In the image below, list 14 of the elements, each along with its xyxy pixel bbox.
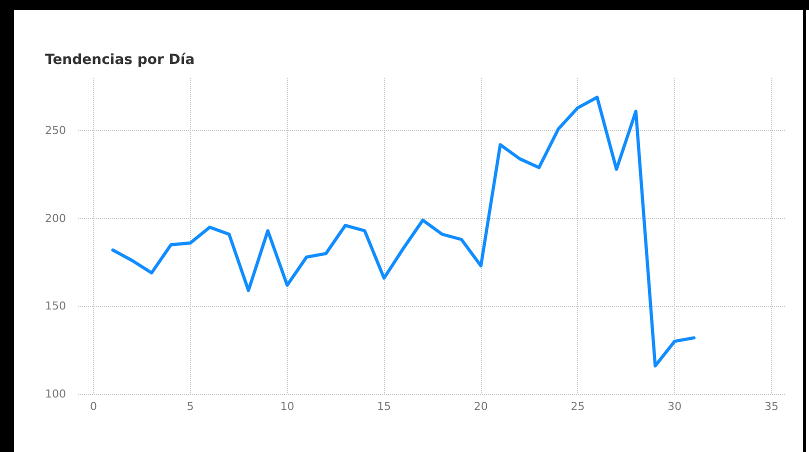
y-tick-label: 200	[45, 212, 66, 225]
line-series	[111, 96, 696, 368]
x-tick-label: 20	[474, 400, 488, 413]
x-tick-label: 10	[280, 400, 294, 413]
y-tick-label: 100	[45, 388, 66, 400]
x-tick-label: 35	[764, 400, 778, 413]
x-tick-label: 15	[377, 400, 392, 413]
x-tick-label: 0	[90, 400, 97, 413]
x-tick-label: 30	[668, 400, 682, 413]
y-tick-label: 150	[45, 300, 66, 313]
y-tick-label: 250	[45, 124, 66, 138]
x-tick-label: 5	[186, 400, 194, 413]
x-tick-label: 25	[570, 400, 585, 413]
chart-title: Tendencias por Día	[45, 52, 195, 68]
